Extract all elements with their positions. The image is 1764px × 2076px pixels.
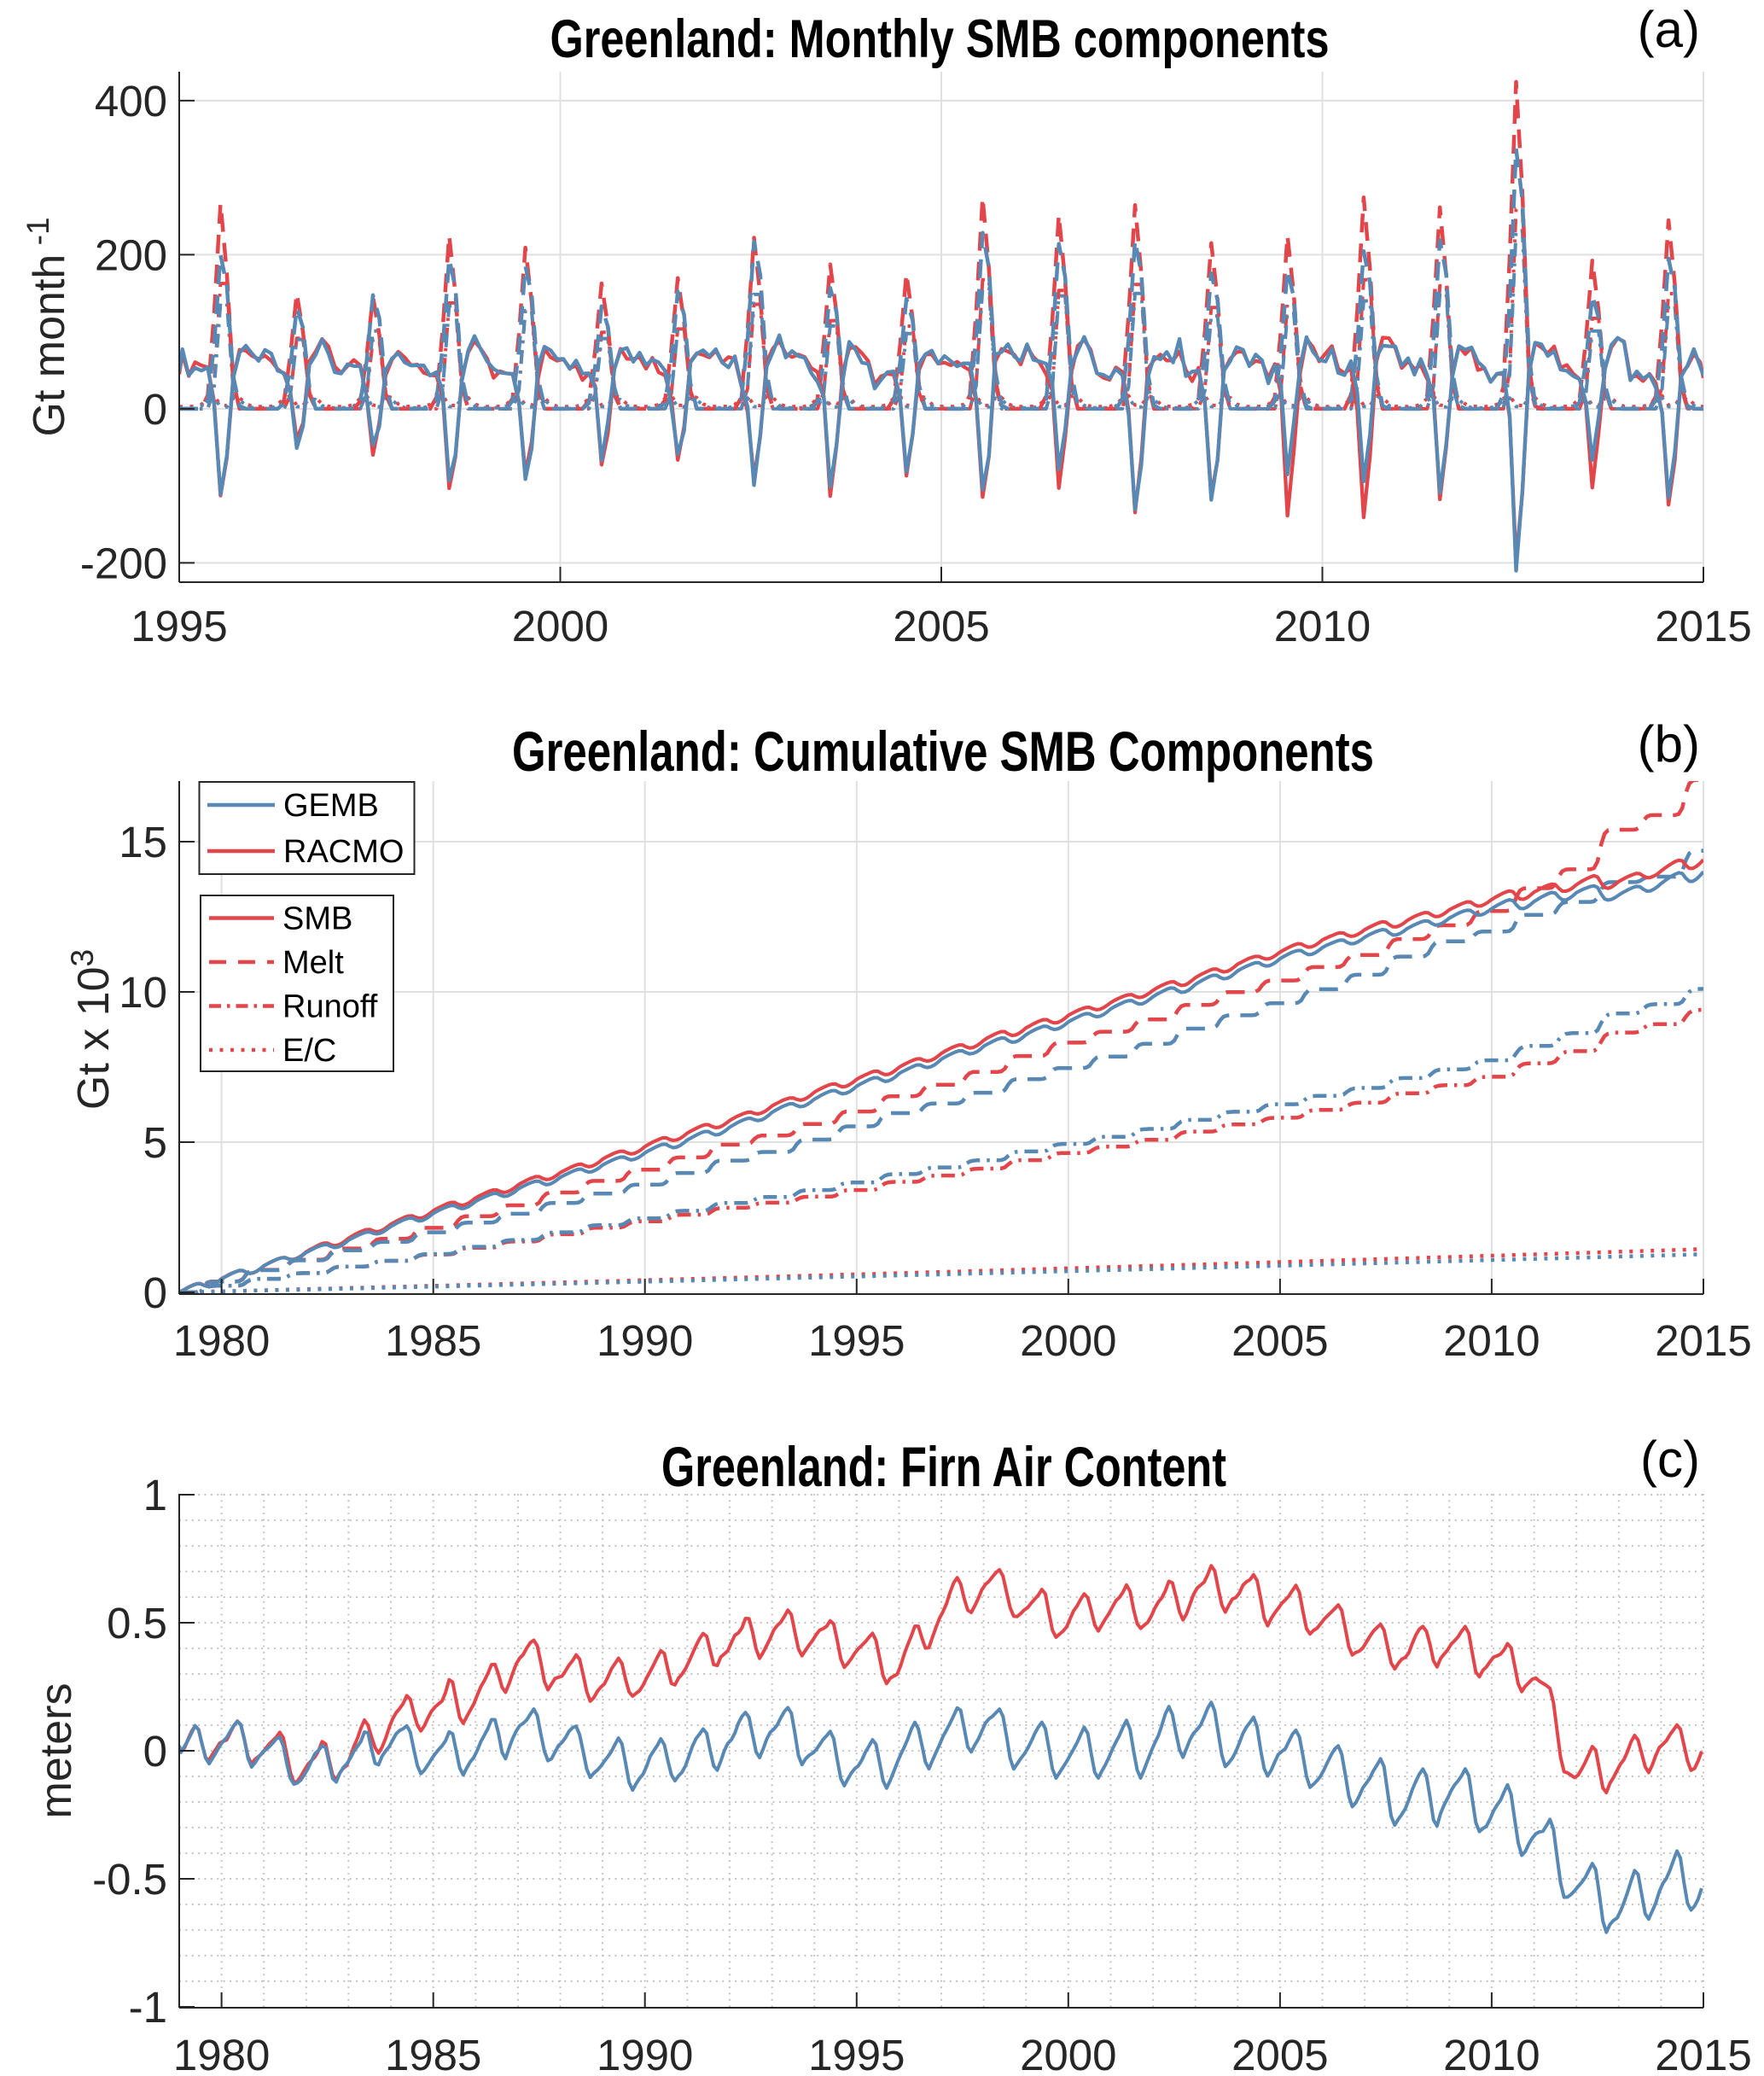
svg-text:1980: 1980: [173, 1316, 270, 1365]
svg-text:0: 0: [143, 1727, 167, 1776]
svg-text:2000: 2000: [512, 602, 608, 650]
svg-text:E/C: E/C: [282, 1033, 336, 1069]
svg-text:1995: 1995: [131, 602, 227, 650]
svg-text:2005: 2005: [1231, 2031, 1328, 2076]
svg-text:2000: 2000: [1020, 1316, 1116, 1365]
svg-text:Runoff: Runoff: [282, 989, 378, 1025]
svg-text:Melt: Melt: [282, 945, 344, 981]
svg-text:2015: 2015: [1655, 1316, 1751, 1365]
svg-text:2015: 2015: [1655, 602, 1751, 650]
svg-text:Greenland: Cumulative SMB Comp: Greenland: Cumulative SMB Components: [512, 720, 1374, 783]
svg-text:400: 400: [95, 77, 167, 125]
svg-text:2005: 2005: [893, 602, 989, 650]
svg-text:meters: meters: [32, 1683, 81, 1819]
svg-text:(c): (c): [1640, 1431, 1700, 1488]
svg-text:(a): (a): [1638, 1, 1700, 58]
svg-text:GEMB: GEMB: [283, 788, 379, 824]
svg-text:1985: 1985: [385, 1316, 481, 1365]
svg-text:-200: -200: [80, 539, 167, 587]
svg-text:1985: 1985: [385, 2031, 481, 2076]
svg-text:2015: 2015: [1655, 2031, 1751, 2076]
svg-text:2010: 2010: [1274, 602, 1371, 650]
svg-text:Greenland: Firn Air Content: Greenland: Firn Air Content: [661, 1435, 1226, 1498]
svg-text:0.5: 0.5: [107, 1599, 167, 1647]
svg-text:-0.5: -0.5: [92, 1855, 167, 1904]
svg-text:2010: 2010: [1443, 2031, 1540, 2076]
svg-text:2010: 2010: [1443, 1316, 1540, 1365]
svg-text:1980: 1980: [173, 2031, 270, 2076]
svg-text:1: 1: [143, 1471, 167, 1519]
svg-text:Greenland: Monthly SMB compone: Greenland: Monthly SMB components: [550, 9, 1330, 69]
svg-text:(b): (b): [1638, 715, 1700, 773]
svg-text:2000: 2000: [1020, 2031, 1116, 2076]
svg-text:200: 200: [95, 230, 167, 279]
svg-text:5: 5: [143, 1118, 167, 1167]
svg-text:Gt x 103: Gt x 103: [65, 949, 119, 1110]
svg-text:1990: 1990: [597, 1316, 693, 1365]
svg-text:-1: -1: [129, 1983, 167, 2032]
svg-text:2005: 2005: [1231, 1316, 1328, 1365]
svg-text:15: 15: [119, 818, 167, 866]
svg-text:0: 0: [143, 1268, 167, 1317]
svg-text:RACMO: RACMO: [283, 834, 404, 870]
svg-text:1995: 1995: [808, 1316, 905, 1365]
svg-text:1990: 1990: [597, 2031, 693, 2076]
svg-text:SMB: SMB: [282, 901, 352, 937]
svg-text:1995: 1995: [808, 2031, 905, 2076]
svg-text:0: 0: [143, 385, 167, 434]
svg-text:10: 10: [119, 968, 167, 1017]
